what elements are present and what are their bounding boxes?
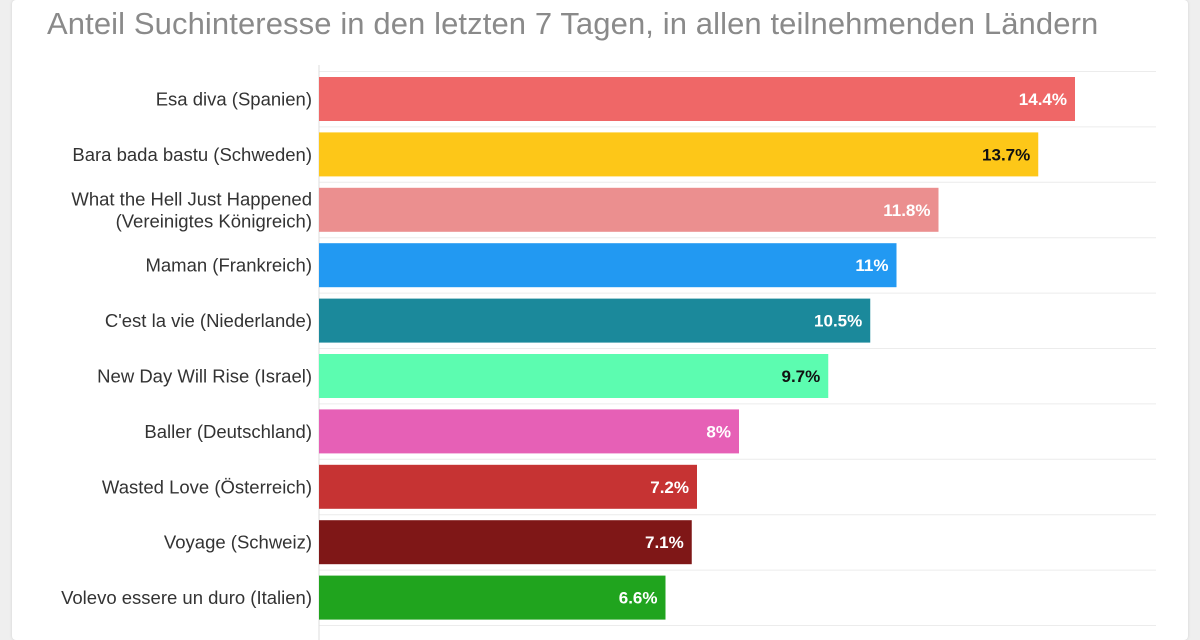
bar — [319, 132, 1039, 177]
category-label: New Day Will Rise (Israel) — [97, 366, 312, 387]
bar — [319, 354, 829, 398]
category-label: Bara bada bastu (Schweden) — [72, 144, 312, 165]
category-label: Voyage (Schweiz) — [164, 532, 312, 553]
category-label: Esa diva (Spanien) — [156, 89, 312, 110]
category-label: Baller (Deutschland) — [144, 421, 312, 442]
bar-value-label: 11.8% — [883, 201, 930, 220]
bar-chart: 14.4% 13.7% 11.8% 11% 10.5% 9.7% 8% 7.2% 7.1% 6.6… — [61, 65, 1156, 640]
bar-value-label: 9.7% — [782, 367, 821, 386]
bar — [319, 77, 1075, 121]
category-label: Volevo essere un duro (Italien) — [61, 587, 312, 608]
bars: 14.4% 13.7% 11.8% 11% 10.5% 9.7% 8% 7.2% 7.1% 6.6… — [319, 77, 1075, 620]
bar — [319, 409, 739, 454]
chart-card: Anteil Suchinteresse in den letzten 7 Ta… — [12, 0, 1188, 640]
bar — [319, 187, 939, 232]
bar-value-label: 8% — [706, 422, 731, 441]
bar-value-label: 14.4% — [1019, 90, 1067, 109]
bar-value-label: 11% — [855, 256, 888, 275]
category-label: Maman (Frankreich) — [145, 255, 312, 276]
bar — [319, 575, 666, 620]
bar-value-label: 13.7% — [982, 145, 1030, 164]
bar — [319, 243, 897, 288]
bar-value-label: 7.2% — [650, 478, 689, 497]
category-label: Wasted Love (Österreich) — [102, 476, 312, 497]
category-labels: Esa diva (Spanien) Bara bada bastu (Schwe… — [61, 89, 312, 609]
bar — [319, 464, 697, 509]
chart-subtitle: Anteil Suchinteresse in den letzten 7 Ta… — [47, 6, 1099, 41]
category-label: (Vereinigtes Königreich) — [116, 210, 312, 231]
bar — [319, 298, 871, 343]
category-label: C'est la vie (Niederlande) — [105, 310, 312, 331]
bar — [319, 520, 692, 565]
bar-value-label: 6.6% — [619, 589, 658, 608]
gridlines — [318, 65, 1156, 640]
bar-value-label: 10.5% — [814, 312, 862, 331]
bar-value-label: 7.1% — [645, 533, 684, 552]
category-label: What the Hell Just Happened — [71, 188, 312, 209]
